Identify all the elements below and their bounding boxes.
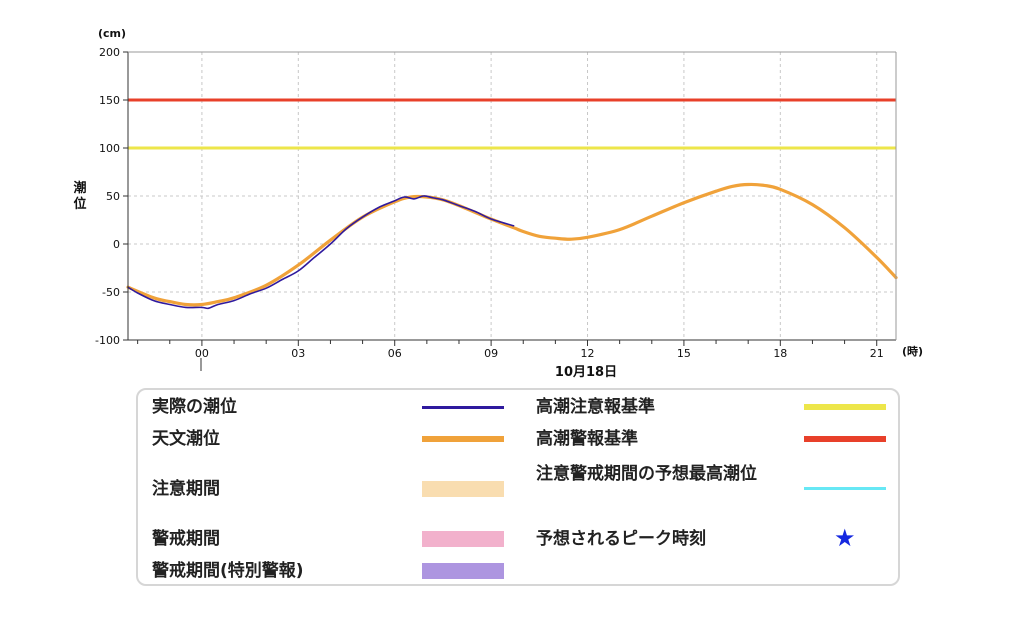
legend-swatch — [804, 404, 886, 410]
legend-label: 高潮警報基準 — [536, 429, 638, 449]
legend-swatch — [804, 486, 886, 490]
legend-label: 天文潮位 — [152, 429, 220, 449]
legend-label: 高潮注意報基準 — [536, 397, 655, 417]
legend-label: 実際の潮位 — [152, 397, 237, 417]
legend-swatch — [422, 481, 504, 497]
legend-swatch — [422, 563, 504, 579]
legend-label: 予想されるピーク時刻 — [536, 529, 706, 549]
x-tick-label: 18 — [773, 347, 787, 360]
y-tick-label: -100 — [95, 334, 120, 347]
y-tick-label: 200 — [99, 46, 120, 59]
x-tick-label: 00 — [195, 347, 209, 360]
legend: 実際の潮位天文潮位注意期間警戒期間警戒期間(特別警報) 高潮注意報基準 高潮警報基準… — [136, 388, 900, 586]
astronomical-tide-line — [126, 182, 898, 307]
y-tick-label: -50 — [102, 286, 120, 299]
legend-swatch — [422, 531, 504, 547]
y-axis-label-char: 位 — [73, 196, 86, 212]
tick-labels: -100 -50 0 50 100 150 200 00 03 06 09 12 15 18 21 — [95, 46, 884, 360]
x-unit-label: (時) — [902, 344, 923, 358]
legend-label: 注意警戒期間の予想最高潮位 — [536, 464, 757, 484]
y-axis-label-char: 潮 — [73, 180, 86, 196]
y-tick-label: 100 — [99, 142, 120, 155]
tide-chart: -100 -50 0 50 100 150 200 00 03 06 09 12 15 18 21 (cm)… — [73, 27, 923, 380]
legend-label: 警戒期間(特別警報) — [152, 561, 304, 581]
x-tick-label: 03 — [291, 347, 305, 360]
reference-lines — [128, 98, 896, 150]
x-tick-label: 12 — [581, 347, 595, 360]
y-tick-label: 150 — [99, 94, 120, 107]
legend-label: 注意期間 — [152, 479, 220, 499]
x-tick-label: 06 — [388, 347, 402, 360]
y-tick-label: 50 — [106, 190, 120, 203]
y-unit-label: (cm) — [98, 27, 126, 40]
date-label: 10月18日 — [555, 365, 617, 380]
legend-swatch — [422, 436, 504, 442]
actual-tide-line — [127, 195, 515, 310]
legend-label: 警戒期間 — [152, 529, 220, 549]
legend-swatch — [422, 405, 504, 409]
y-axis-label: 潮位 — [73, 180, 86, 212]
legend-swatch — [804, 436, 886, 442]
y-tick-label: 0 — [113, 238, 120, 251]
star-icon: ★ — [834, 524, 856, 552]
x-tick-label: 15 — [677, 347, 691, 360]
x-tick-label: 21 — [870, 347, 884, 360]
axes — [123, 51, 897, 346]
series-lines — [126, 182, 898, 310]
x-tick-label: 09 — [484, 347, 498, 360]
